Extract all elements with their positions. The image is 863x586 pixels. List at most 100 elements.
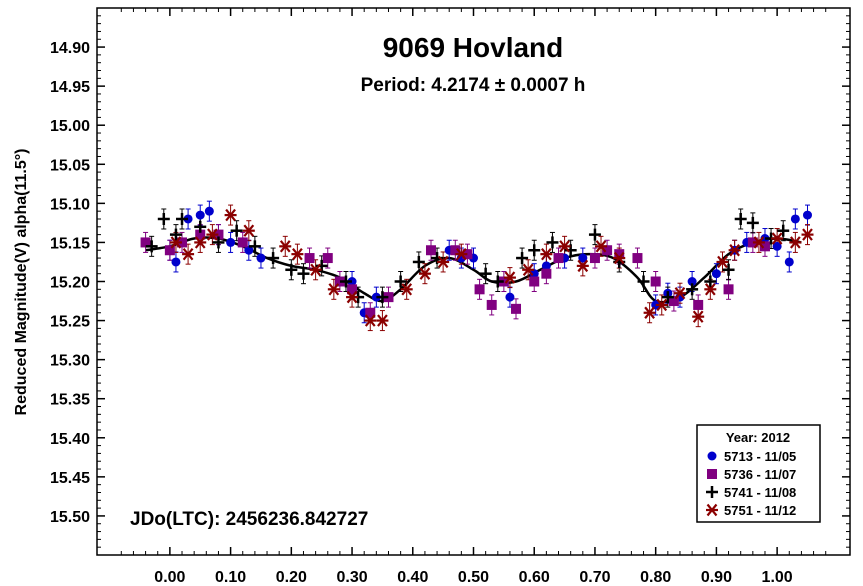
data-point <box>522 263 535 276</box>
data-point <box>802 210 812 220</box>
data-point <box>157 212 170 225</box>
data-point <box>711 269 721 279</box>
data-point <box>418 267 431 280</box>
data-point <box>503 271 516 284</box>
data-points <box>140 206 814 327</box>
data-point <box>614 249 625 260</box>
legend: Year: 2012 5713 - 11/05 5736 - 11/07 5741 … <box>696 424 821 523</box>
data-point <box>541 268 552 279</box>
data-point <box>256 253 266 263</box>
data-point <box>450 245 461 256</box>
data-point <box>347 277 357 286</box>
data-point <box>474 284 485 295</box>
data-point <box>746 216 759 229</box>
legend-title: Year: 2012 <box>726 430 790 445</box>
x-tick-label: 0.80 <box>640 569 671 586</box>
data-point <box>237 237 248 248</box>
y-tick-label: 15.50 <box>50 509 90 526</box>
data-point <box>171 257 181 267</box>
data-point <box>462 249 473 260</box>
legend-marker <box>707 469 717 479</box>
data-point <box>784 257 794 267</box>
data-point <box>692 310 705 323</box>
data-point <box>279 240 292 253</box>
data-point <box>371 292 381 302</box>
x-tick-label: 0.00 <box>154 569 185 586</box>
data-point <box>224 208 237 222</box>
data-point <box>558 240 571 253</box>
data-point <box>376 291 389 304</box>
data-point <box>498 276 509 287</box>
x-tick-label: 0.40 <box>397 569 428 586</box>
data-point <box>194 220 207 233</box>
data-point <box>455 247 468 261</box>
y-tick-label: 15.30 <box>50 353 90 370</box>
y-tick-label: 14.95 <box>50 79 90 96</box>
data-point <box>760 234 770 244</box>
data-point <box>602 245 613 256</box>
data-point <box>230 224 243 237</box>
data-point <box>248 240 261 253</box>
data-point <box>194 236 207 249</box>
data-point <box>176 212 189 225</box>
data-point <box>394 275 407 288</box>
data-point <box>595 240 608 253</box>
data-point <box>801 228 814 241</box>
data-point <box>541 261 551 271</box>
data-point <box>183 214 193 224</box>
x-tick-label: 0.30 <box>336 569 367 586</box>
data-point <box>437 255 450 269</box>
data-point <box>169 228 182 241</box>
data-point <box>540 247 553 261</box>
data-point <box>673 287 686 300</box>
data-point <box>704 283 717 296</box>
data-point <box>529 269 539 279</box>
y-tick-label: 15.45 <box>50 470 90 487</box>
y-tick-label: 15.05 <box>50 157 90 174</box>
data-point <box>505 292 515 302</box>
data-point <box>145 240 158 253</box>
data-point <box>687 277 697 286</box>
data-point <box>613 251 626 265</box>
chart-subtitle: Period: 4.2174 ± 0.0007 h <box>361 75 586 96</box>
data-point <box>479 267 492 280</box>
data-point <box>716 255 729 269</box>
data-point <box>790 214 800 224</box>
data-point <box>206 228 219 241</box>
data-point <box>267 252 280 265</box>
data-point <box>668 296 679 307</box>
axis-ticks <box>97 8 850 555</box>
data-point <box>400 283 413 296</box>
data-point <box>772 241 782 251</box>
data-point <box>723 284 734 295</box>
y-tick-label: 15.25 <box>50 314 90 331</box>
data-point <box>777 224 790 237</box>
legend-marker <box>706 503 718 517</box>
data-point <box>226 237 236 247</box>
y-tick-labels: 14.90 14.95 15.00 15.05 15.10 15.15 15.20 15.25… <box>50 40 90 526</box>
data-point <box>304 253 315 264</box>
legend-entry-label: 5736 - 11/07 <box>724 467 796 482</box>
x-tick-label: 0.50 <box>458 569 489 586</box>
data-point <box>650 276 661 287</box>
x-tick-label: 1.00 <box>762 569 793 586</box>
data-point <box>693 299 704 310</box>
data-point <box>195 229 206 240</box>
data-point <box>242 224 255 237</box>
data-point <box>576 259 589 273</box>
data-point <box>244 245 254 255</box>
chart-title: 9069 Hovland <box>383 32 564 63</box>
x-tick-labels: 0.00 0.10 0.20 0.30 0.40 0.50 0.60 0.70 0.80 0.90… <box>154 569 793 586</box>
legend-entry-label: 5713 - 11/05 <box>724 449 796 464</box>
data-point <box>309 263 322 276</box>
data-point <box>747 237 758 248</box>
data-point <box>528 244 541 257</box>
y-tick-label: 15.20 <box>50 275 90 292</box>
y-tick-label: 14.90 <box>50 40 90 57</box>
error-bars <box>143 200 810 332</box>
legend-marker <box>706 486 718 498</box>
x-tick-label: 0.70 <box>579 569 610 586</box>
data-point <box>637 275 650 288</box>
y-tick-label: 15.35 <box>50 392 90 409</box>
data-point <box>204 206 214 216</box>
